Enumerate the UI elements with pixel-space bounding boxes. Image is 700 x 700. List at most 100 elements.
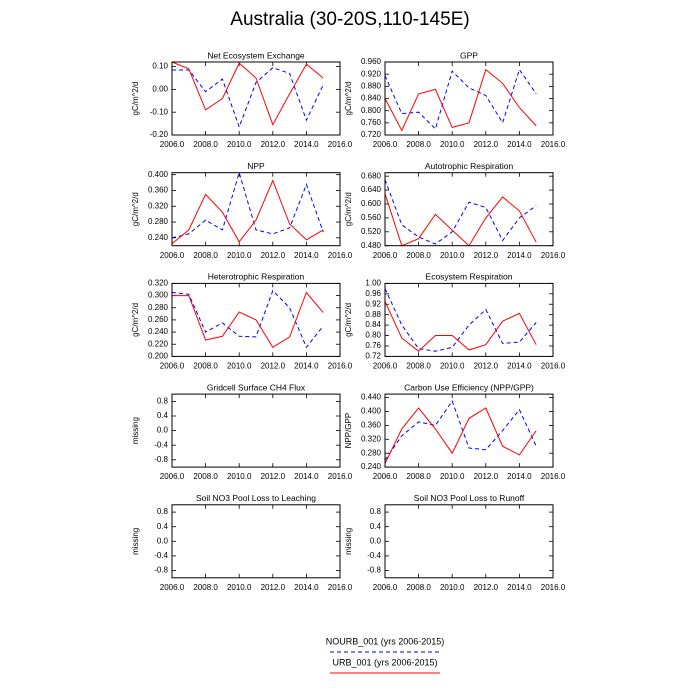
- plot-frame: [171, 393, 341, 468]
- chart-title: Australia (30-20S,110-145E): [230, 9, 469, 30]
- x-tick-label: 2016.0: [328, 583, 353, 592]
- y-tick-label: 0.10: [152, 62, 168, 71]
- x-tick-label: 2012.0: [474, 140, 499, 149]
- y-tick-label: -0.4: [154, 440, 168, 449]
- x-tick-label: 2010.0: [440, 362, 465, 371]
- x-tick-label: 2008.0: [406, 583, 431, 592]
- x-tick-label: 2008.0: [406, 251, 431, 260]
- x-tick-label: 2010.0: [227, 251, 252, 260]
- y-tick-label: 0.8: [157, 507, 169, 516]
- y-tick-label: 0.280: [148, 303, 169, 312]
- y-tick-label: -0.4: [154, 551, 168, 560]
- x-tick-label: 2014.0: [507, 251, 532, 260]
- y-tick-label: 0.920: [361, 69, 382, 78]
- plot-frame: [171, 282, 341, 357]
- x-tick-label: 2008.0: [406, 472, 431, 481]
- y-tick-label: 0.76: [365, 341, 381, 350]
- y-tick-label: -0.8: [367, 566, 381, 575]
- y-tick-label: 1.00: [365, 279, 381, 288]
- y-tick-label: 0.92: [365, 299, 381, 308]
- x-tick-label: 2012.0: [261, 140, 286, 149]
- x-tick-label: 2012.0: [474, 472, 499, 481]
- y-tick-label: 0.4: [157, 522, 169, 531]
- series-line: [172, 67, 324, 129]
- y-tick-label: -0.10: [150, 107, 169, 116]
- series-line: [384, 407, 537, 464]
- series-line: [171, 170, 324, 239]
- series-line: [384, 288, 537, 352]
- x-tick-label: 2010.0: [227, 140, 252, 149]
- y-tick-label: 0.72: [365, 352, 381, 361]
- x-tick-label: 2012.0: [474, 251, 499, 260]
- series-line: [171, 289, 324, 349]
- x-tick-label: 2016.0: [328, 472, 353, 481]
- y-tick-label: 0.200: [148, 352, 169, 361]
- panel-title: Ecosystem Respiration: [426, 272, 513, 282]
- x-tick-label: 2008.0: [193, 472, 218, 481]
- y-tick-label: 0.0: [157, 536, 169, 545]
- y-tick-label: -0.8: [154, 566, 168, 575]
- x-tick-label: 2016.0: [541, 583, 566, 592]
- x-tick-label: 2006.0: [160, 472, 185, 481]
- x-tick-label: 2012.0: [261, 362, 286, 371]
- y-axis-label: gC/m^2/d: [131, 303, 140, 337]
- y-tick-label: 0.360: [361, 420, 382, 429]
- x-tick-label: 2014.0: [294, 472, 319, 481]
- y-axis-label: NPP/GPP: [344, 413, 353, 449]
- y-tick-label: 0.640: [361, 185, 382, 194]
- y-tick-label: 0.84: [365, 320, 381, 329]
- panel-title: GPP: [460, 50, 478, 60]
- x-tick-label: 2006.0: [160, 140, 185, 149]
- x-tick-label: 2010.0: [440, 583, 465, 592]
- y-tick-label: 0.960: [361, 57, 382, 66]
- plot-frame: [384, 61, 554, 136]
- x-tick-label: 2006.0: [373, 140, 398, 149]
- panel-title: Soil NO3 Pool Loss to Leaching: [196, 493, 316, 503]
- y-tick-label: 0.320: [361, 434, 382, 443]
- x-tick-label: 2014.0: [294, 140, 319, 149]
- x-tick-label: 2006.0: [373, 583, 398, 592]
- y-tick-label: -0.20: [150, 130, 169, 139]
- y-tick-label: 0.720: [361, 130, 382, 139]
- x-tick-label: 2006.0: [373, 472, 398, 481]
- x-tick-label: 2010.0: [227, 362, 252, 371]
- y-tick-label: 0.680: [361, 171, 382, 180]
- series-line: [384, 179, 537, 245]
- x-tick-label: 2008.0: [406, 140, 431, 149]
- panel-title: NPP: [247, 161, 265, 171]
- y-tick-label: 0.96: [365, 289, 381, 298]
- x-tick-label: 2010.0: [227, 472, 252, 481]
- x-tick-label: 2008.0: [193, 140, 218, 149]
- x-tick-label: 2006.0: [373, 362, 398, 371]
- x-tick-label: 2016.0: [541, 251, 566, 260]
- x-tick-label: 2016.0: [328, 140, 353, 149]
- y-tick-label: 0.440: [361, 393, 382, 402]
- legend-label: URB_001 (yrs 2006-2015): [332, 657, 437, 667]
- y-tick-label: 0.320: [148, 201, 169, 210]
- x-tick-label: 2006.0: [160, 583, 185, 592]
- panel-title: Carbon Use Efficiency (NPP/GPP): [404, 382, 534, 392]
- x-tick-label: 2016.0: [541, 362, 566, 371]
- panel-title: Autotrophic Respiration: [425, 161, 514, 171]
- x-tick-label: 2014.0: [507, 362, 532, 371]
- series-line: [384, 193, 537, 247]
- y-tick-label: 0.0: [370, 536, 382, 545]
- x-tick-label: 2016.0: [328, 362, 353, 371]
- x-tick-label: 2010.0: [440, 140, 465, 149]
- x-tick-label: 2014.0: [507, 472, 532, 481]
- y-axis-label: gC/m^2/d: [344, 192, 353, 226]
- y-tick-label: 0.520: [361, 227, 382, 236]
- y-axis-label: missing: [131, 417, 140, 444]
- y-axis-label: missing: [344, 528, 353, 555]
- x-tick-label: 2006.0: [373, 251, 398, 260]
- y-tick-label: 0.360: [148, 186, 169, 195]
- series-line: [171, 179, 324, 245]
- x-tick-label: 2008.0: [193, 251, 218, 260]
- y-tick-label: 0.80: [365, 331, 381, 340]
- plot-frame: [384, 282, 554, 357]
- x-tick-label: 2014.0: [294, 362, 319, 371]
- x-tick-label: 2014.0: [507, 583, 532, 592]
- x-tick-label: 2010.0: [227, 583, 252, 592]
- y-axis-label: gC/m^2/d: [131, 82, 140, 116]
